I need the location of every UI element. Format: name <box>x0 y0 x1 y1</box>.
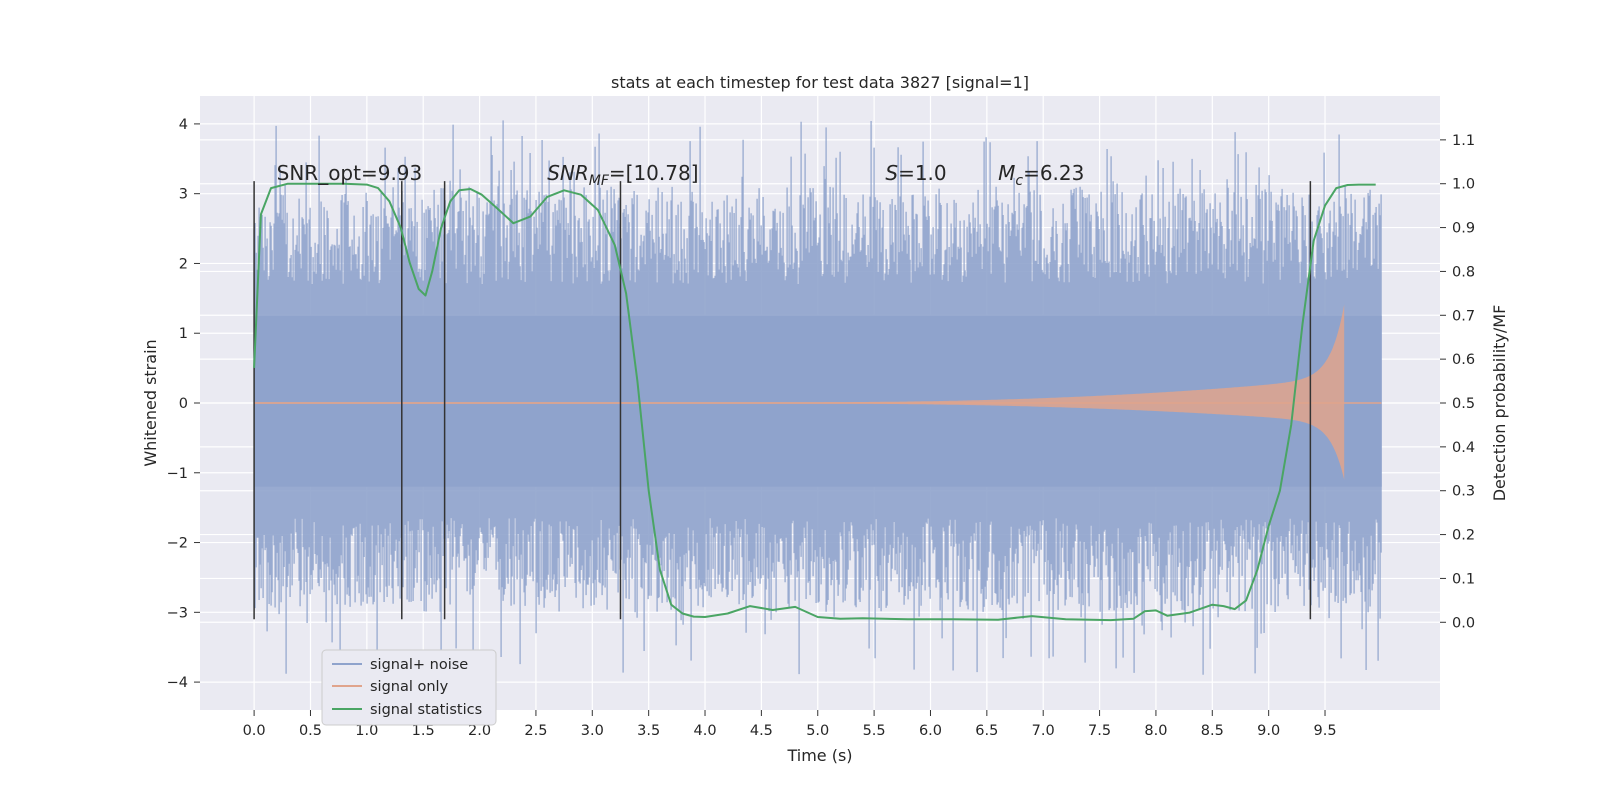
x-tick-label: 8.5 <box>1201 723 1224 739</box>
x-tick-label: 6.5 <box>975 723 998 739</box>
y-tick-label: −3 <box>167 605 188 621</box>
y2-tick-label: 0.8 <box>1452 264 1475 280</box>
x-tick-label: 5.0 <box>806 723 829 739</box>
y2-tick-label: 0.2 <box>1452 528 1475 544</box>
annotation-1: SNRMF=[10.78] <box>547 161 698 189</box>
y2-tick-label: 0.7 <box>1452 308 1475 324</box>
y-tick-label: 2 <box>179 256 188 272</box>
series-signal-only <box>254 304 1382 480</box>
x-tick-label: 7.0 <box>1032 723 1055 739</box>
y-tick-label: 3 <box>179 187 188 203</box>
x-tick-label: 6.0 <box>919 723 942 739</box>
legend-frame <box>321 649 497 726</box>
y2-tick-label: 0.5 <box>1452 396 1475 412</box>
x-tick-label: 3.5 <box>637 723 660 739</box>
y2-tick-label: 1.1 <box>1452 133 1475 149</box>
y2-tick-label: 0.3 <box>1452 484 1475 500</box>
y2-tick-label: 0.6 <box>1452 352 1475 368</box>
x-tick-label: 2.0 <box>468 723 491 739</box>
legend: signal+ noise signal only signal statist… <box>321 649 497 726</box>
y2-tick-label: 0.9 <box>1452 221 1475 237</box>
y2-tick-label: 0.4 <box>1452 440 1475 456</box>
y-tick-label: 1 <box>179 326 188 342</box>
annotation-3: Mc=6.23 <box>998 161 1084 189</box>
series-signal-statistics <box>253 182 1376 622</box>
x-tick-label: 4.5 <box>750 723 773 739</box>
annotations: SNR_opt=9.93 SNRMF=[10.78] S=1.0 Mc=6.23 <box>277 161 1085 189</box>
x-tick-label: 3.0 <box>581 723 604 739</box>
legend-label-signal-plus-noise: signal+ noise <box>370 657 468 673</box>
legend-label-signal-only: signal only <box>370 679 449 695</box>
x-tick-label: 1.5 <box>412 723 435 739</box>
axis-ticks: 0.0 0.5 1.0 1.5 2.0 2.5 3.0 3.5 4.0 4.5 5.0 5.5 6.0 6… <box>167 117 1475 739</box>
x-tick-label: 1.0 <box>355 723 378 739</box>
y2-tick-label: 0.0 <box>1452 615 1475 631</box>
x-tick-label: 4.0 <box>693 723 716 739</box>
y-axis-label: Whitened strain <box>141 339 160 466</box>
chart-title: stats at each timestep for test data 382… <box>611 73 1029 92</box>
annotation-2: S=1.0 <box>885 161 946 185</box>
y-tick-label: 0 <box>179 396 188 412</box>
y2-tick-label: 1.0 <box>1452 177 1475 193</box>
y2-tick-label: 0.1 <box>1452 571 1475 587</box>
y-tick-label: −4 <box>167 675 188 691</box>
annotation-0: SNR_opt=9.93 <box>277 161 423 185</box>
y-tick-label: −2 <box>167 536 188 552</box>
signal-statistics-line <box>253 182 1376 622</box>
y-tick-label: −1 <box>167 466 188 482</box>
x-tick-label: 2.5 <box>524 723 547 739</box>
x-tick-label: 8.0 <box>1144 723 1167 739</box>
x-tick-label: 9.0 <box>1257 723 1280 739</box>
vertical-markers <box>253 181 1312 620</box>
x-tick-label: 5.5 <box>863 723 886 739</box>
x-tick-label: 7.5 <box>1088 723 1111 739</box>
legend-label-signal-statistics: signal statistics <box>370 702 482 718</box>
x-tick-label: 0.5 <box>299 723 322 739</box>
y2-axis-label: Detection probability/MF <box>1490 305 1509 502</box>
x-axis-label: Time (s) <box>786 746 852 765</box>
x-tick-label: 0.0 <box>243 723 266 739</box>
x-tick-label: 9.5 <box>1313 723 1336 739</box>
y-tick-label: 4 <box>179 117 188 133</box>
